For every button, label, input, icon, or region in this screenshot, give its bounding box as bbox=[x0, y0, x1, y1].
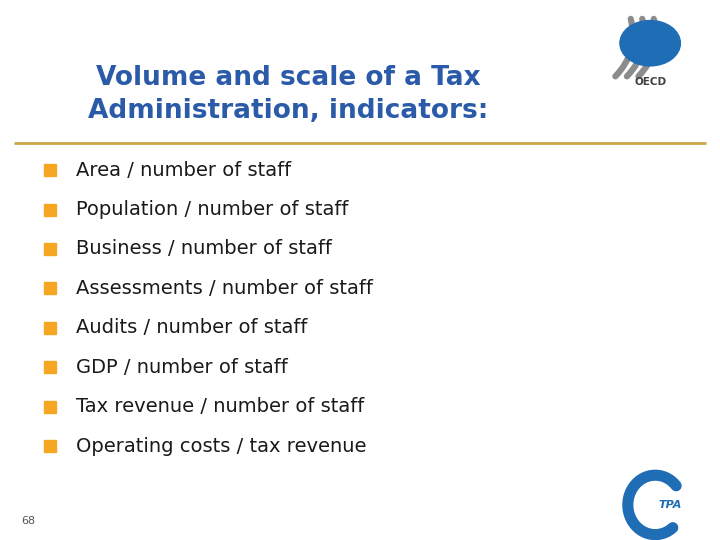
Text: Business / number of staff: Business / number of staff bbox=[76, 239, 331, 259]
Text: 68: 68 bbox=[22, 516, 36, 526]
Text: Tax revenue / number of staff: Tax revenue / number of staff bbox=[76, 397, 364, 416]
Circle shape bbox=[620, 21, 680, 66]
Text: Assessments / number of staff: Assessments / number of staff bbox=[76, 279, 372, 298]
Text: Audits / number of staff: Audits / number of staff bbox=[76, 318, 307, 338]
Text: OECD: OECD bbox=[634, 77, 666, 87]
Text: Volume and scale of a Tax
Administration, indicators:: Volume and scale of a Tax Administration… bbox=[88, 65, 488, 124]
Text: Area / number of staff: Area / number of staff bbox=[76, 160, 291, 180]
Text: Operating costs / tax revenue: Operating costs / tax revenue bbox=[76, 436, 366, 456]
Text: GDP / number of staff: GDP / number of staff bbox=[76, 357, 287, 377]
Text: Population / number of staff: Population / number of staff bbox=[76, 200, 348, 219]
Text: TPA: TPA bbox=[659, 500, 682, 510]
